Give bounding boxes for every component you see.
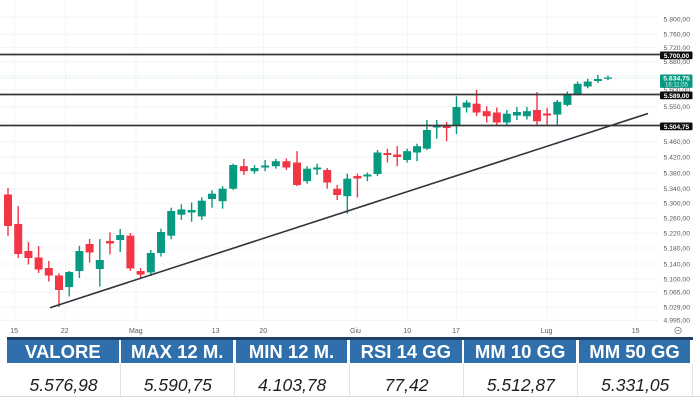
svg-text:5.460,00: 5.460,00 (664, 139, 691, 146)
svg-text:22: 22 (61, 328, 69, 335)
svg-text:5.550,00: 5.550,00 (664, 104, 691, 111)
svg-text:17: 17 (452, 328, 460, 335)
svg-text:16:11:05: 16:11:05 (665, 83, 689, 89)
svg-text:5.260,00: 5.260,00 (664, 216, 691, 223)
svg-text:5.180,00: 5.180,00 (664, 245, 691, 252)
svg-text:5.589,00: 5.589,00 (664, 93, 690, 100)
svg-text:5.504,75: 5.504,75 (664, 124, 690, 131)
svg-text:5.220,00: 5.220,00 (664, 231, 691, 238)
svg-text:5.720,00: 5.720,00 (664, 45, 691, 52)
svg-text:5.100,00: 5.100,00 (664, 276, 691, 283)
svg-text:5.340,00: 5.340,00 (664, 186, 691, 193)
svg-text:5.140,00: 5.140,00 (664, 261, 691, 268)
svg-text:4.995,00: 4.995,00 (664, 318, 691, 325)
svg-text:5.065,00: 5.065,00 (664, 290, 691, 297)
svg-text:5.380,00: 5.380,00 (664, 171, 691, 178)
svg-text:5.800,00: 5.800,00 (664, 16, 691, 23)
svg-text:15: 15 (632, 328, 640, 335)
svg-text:5.300,00: 5.300,00 (664, 201, 691, 208)
svg-text:Giu: Giu (350, 328, 361, 335)
svg-text:5.420,00: 5.420,00 (664, 155, 691, 162)
svg-text:15: 15 (10, 328, 18, 335)
svg-text:Lug: Lug (541, 328, 553, 335)
svg-text:5.760,00: 5.760,00 (664, 31, 691, 38)
svg-text:13: 13 (212, 328, 220, 335)
svg-text:20: 20 (259, 328, 267, 335)
svg-text:5.600,00: 5.600,00 (664, 87, 691, 94)
svg-text:Mag: Mag (129, 328, 143, 335)
svg-text:5.680,00: 5.680,00 (664, 59, 691, 66)
svg-text:5.029,00: 5.029,00 (664, 304, 691, 311)
svg-text:5.634,75: 5.634,75 (663, 75, 690, 82)
svg-text:10: 10 (403, 328, 411, 335)
svg-text:5.700,00: 5.700,00 (664, 53, 690, 60)
